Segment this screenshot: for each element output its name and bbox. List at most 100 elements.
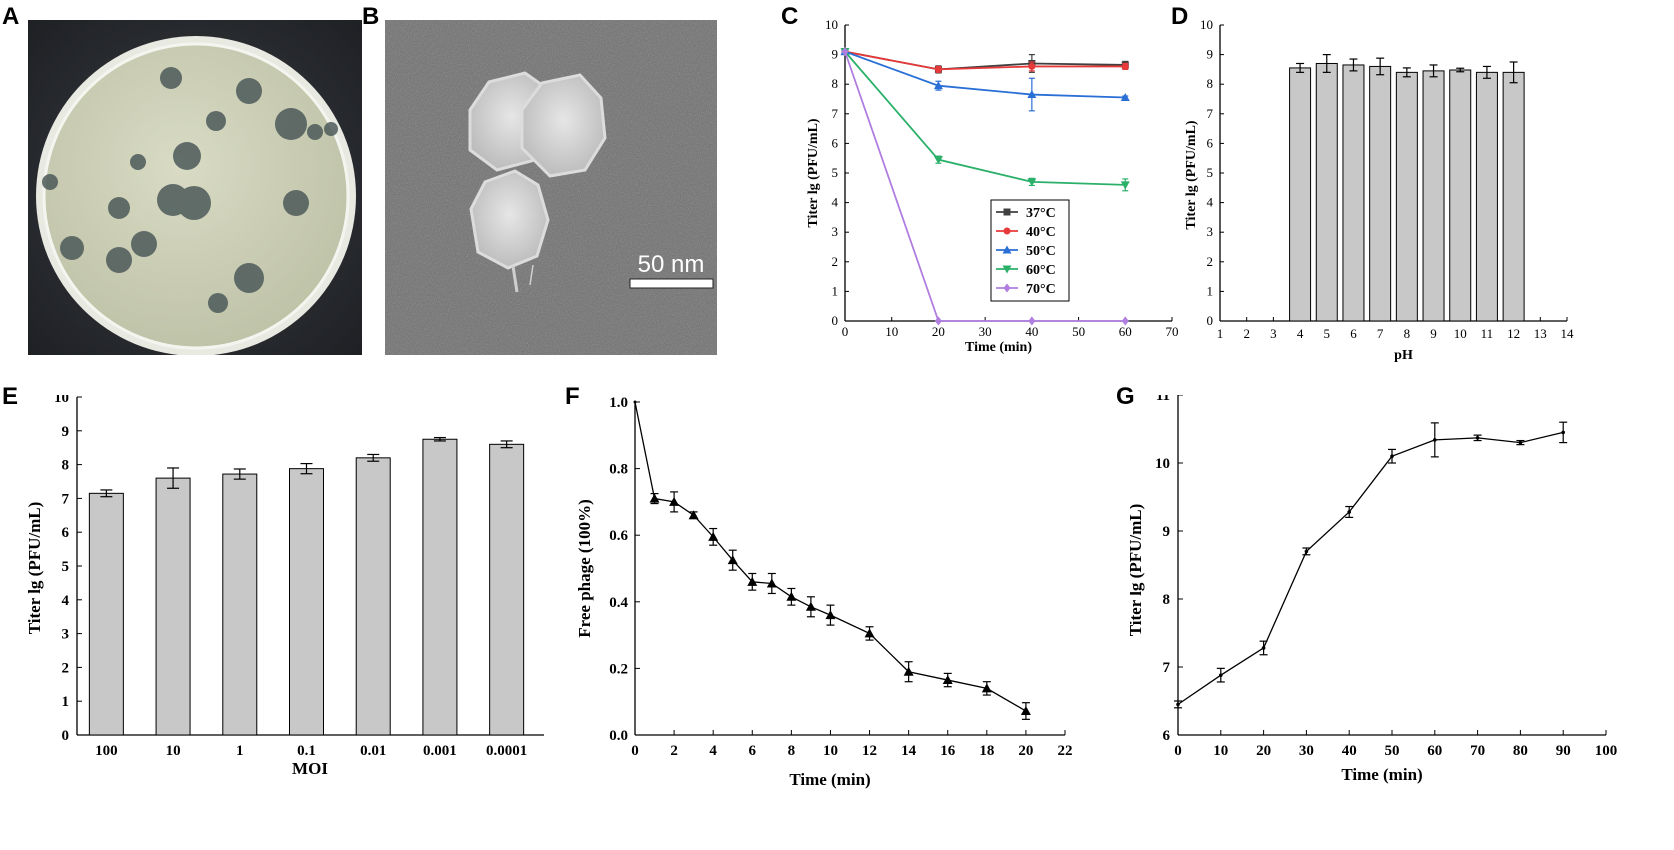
data-point xyxy=(981,683,992,693)
y-tick-label: 1 xyxy=(1207,283,1214,298)
data-point xyxy=(1120,93,1130,102)
chart-c: 0 1 2 3 4 5 6 7 8 9 10 0 10 20 30 40 50 60 70 Time (min) Tit… xyxy=(795,10,1215,395)
bar xyxy=(88,492,124,736)
data-point xyxy=(933,156,943,165)
panel-label-e: E xyxy=(2,383,19,410)
data-point xyxy=(1120,181,1130,190)
data-point xyxy=(727,555,738,565)
x-tick-label: 0.0001 xyxy=(486,743,527,759)
y-axis-label: Titer lg (PFU/mL) xyxy=(25,502,44,635)
series-line-50°C xyxy=(844,50,1126,99)
y-tick-label: 10 xyxy=(1155,456,1170,472)
legend-marker xyxy=(1003,227,1011,235)
y-tick-label: 0.4 xyxy=(609,595,628,611)
y-tick-label: 9 xyxy=(62,424,70,440)
y-tick-label: 1.0 xyxy=(609,395,628,411)
x-tick-label: 18 xyxy=(979,743,994,759)
data-point xyxy=(1475,436,1480,440)
panel-label-d: D xyxy=(1171,3,1189,30)
x-tick-label: 10 xyxy=(1454,326,1467,341)
y-tick-label: 8 xyxy=(62,458,70,474)
petri-dish-photo xyxy=(28,20,362,355)
y-tick-label: 5 xyxy=(62,559,70,575)
data-point xyxy=(1433,438,1437,442)
data-point xyxy=(1561,430,1565,435)
y-tick-label: 6 xyxy=(832,135,839,150)
tem-micrograph: 50 nm xyxy=(385,20,717,355)
y-tick-label: 9 xyxy=(832,47,839,62)
data-point xyxy=(649,493,660,503)
data-point xyxy=(633,400,637,404)
panel-label-a: A xyxy=(2,3,20,30)
bar xyxy=(1475,71,1498,322)
x-tick-label: 12 xyxy=(1507,326,1520,341)
chart-f: 0.0 0.2 0.4 0.6 0.8 1.0 0 2 4 6 8 10 12 14 16 18 20 22 Tim… xyxy=(573,395,1113,850)
y-tick-label: 6 xyxy=(62,525,70,541)
y-axis-label: Titer lg (PFU/mL) xyxy=(806,118,821,227)
data-point xyxy=(688,510,699,520)
bar xyxy=(1342,64,1365,322)
y-tick-label: 8 xyxy=(1163,592,1171,608)
x-tick-label: 1 xyxy=(236,743,244,759)
data-point xyxy=(903,666,914,676)
y-tick-label: 4 xyxy=(832,195,839,210)
x-tick-label: 100 xyxy=(95,743,118,759)
data-point xyxy=(942,675,953,685)
x-tick-label: 20 xyxy=(932,324,945,339)
data-point xyxy=(841,47,849,57)
legend-label: 70°C xyxy=(1026,282,1056,297)
data-point xyxy=(1020,706,1031,716)
x-tick-label: 10 xyxy=(166,743,181,759)
x-tick-label: 0 xyxy=(631,743,639,759)
bar xyxy=(355,457,391,736)
x-tick-label: 40 xyxy=(1025,324,1038,339)
bar xyxy=(1422,70,1445,322)
x-tick-label: 90 xyxy=(1556,743,1571,759)
y-tick-label: 0 xyxy=(832,313,839,328)
panel-label-c: C xyxy=(781,3,799,30)
data-point xyxy=(1390,454,1394,458)
legend-label: 40°C xyxy=(1026,225,1056,240)
y-axis-label: Titer lg (PFU/mL) xyxy=(1130,504,1145,637)
bar xyxy=(155,477,191,736)
y-tick-label: 10 xyxy=(54,395,69,406)
y-tick-label: 0.0 xyxy=(609,728,628,744)
y-tick-label: 5 xyxy=(832,165,839,180)
series-line xyxy=(1177,431,1564,705)
data-point xyxy=(1176,702,1180,707)
y-tick-label: 7 xyxy=(1207,106,1214,121)
y-tick-label: 6 xyxy=(1207,135,1214,150)
x-tick-label: 0.001 xyxy=(423,743,457,759)
y-tick-label: 7 xyxy=(1163,660,1171,676)
data-point xyxy=(1347,510,1351,514)
bar xyxy=(1502,71,1525,322)
legend-label: 50°C xyxy=(1026,244,1056,259)
legend-marker xyxy=(1002,265,1012,274)
y-tick-label: 9 xyxy=(1163,524,1171,540)
legend-marker xyxy=(1002,245,1012,254)
x-tick-label: 9 xyxy=(1430,326,1437,341)
x-tick-label: 12 xyxy=(862,743,877,759)
x-tick-label: 30 xyxy=(1299,743,1314,759)
data-point xyxy=(934,65,942,73)
x-tick-label: 2 xyxy=(1243,326,1250,341)
legend-marker xyxy=(1003,208,1011,216)
y-tick-label: 3 xyxy=(62,627,70,643)
panel-label-g: G xyxy=(1116,383,1135,410)
x-tick-label: 8 xyxy=(1404,326,1411,341)
data-point xyxy=(825,610,836,620)
data-point xyxy=(805,601,816,611)
x-tick-label: 20 xyxy=(1018,743,1033,759)
y-tick-label: 10 xyxy=(1200,17,1213,32)
y-tick-label: 0.2 xyxy=(609,661,628,677)
x-tick-label: 8 xyxy=(788,743,796,759)
legend-label: 37°C xyxy=(1026,206,1056,221)
x-tick-label: 11 xyxy=(1481,326,1494,341)
x-tick-label: 6 xyxy=(1350,326,1357,341)
y-tick-label: 2 xyxy=(62,660,70,676)
y-tick-label: 2 xyxy=(1207,254,1214,269)
legend-marker xyxy=(1003,283,1011,293)
data-point xyxy=(864,628,875,638)
bar xyxy=(222,473,258,736)
y-tick-label: 3 xyxy=(1207,224,1214,239)
